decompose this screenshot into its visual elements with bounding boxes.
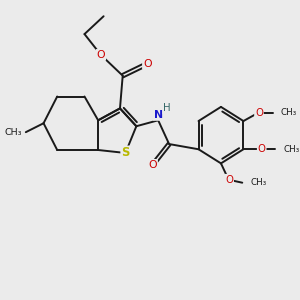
Text: O: O (225, 175, 233, 185)
Text: CH₃: CH₃ (281, 108, 297, 117)
Text: S: S (121, 146, 130, 160)
Text: N: N (154, 110, 163, 120)
Text: CH₃: CH₃ (4, 128, 22, 137)
Text: O: O (255, 108, 263, 118)
Text: CH₃: CH₃ (284, 145, 300, 154)
Text: O: O (258, 144, 266, 154)
Text: H: H (163, 103, 171, 113)
Text: O: O (148, 160, 157, 170)
Text: O: O (97, 50, 105, 60)
Text: O: O (143, 59, 152, 69)
Text: CH₃: CH₃ (250, 178, 267, 187)
